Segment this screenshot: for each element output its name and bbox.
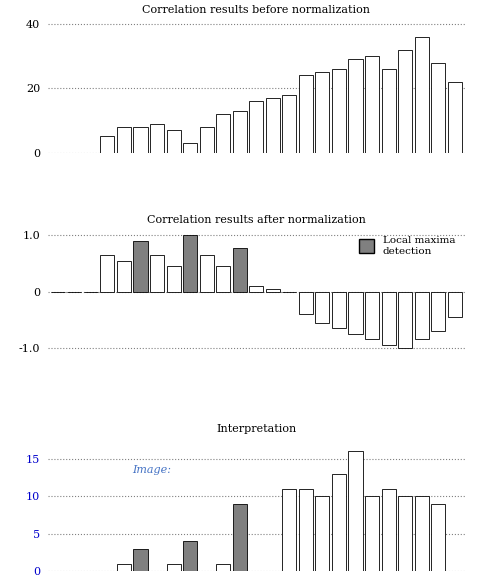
Bar — [448, 292, 462, 317]
Bar — [382, 69, 396, 153]
Bar — [216, 564, 230, 571]
Bar — [200, 127, 214, 153]
Bar — [167, 266, 181, 292]
Title: Correlation results after normalization: Correlation results after normalization — [147, 215, 365, 224]
Bar — [101, 255, 114, 292]
Bar — [150, 255, 164, 292]
Bar — [282, 94, 297, 153]
Bar — [233, 111, 247, 153]
Bar — [382, 292, 396, 345]
Bar — [382, 489, 396, 571]
Bar — [299, 292, 313, 314]
Bar — [167, 564, 181, 571]
Bar — [183, 143, 197, 153]
Bar — [431, 62, 445, 153]
Bar — [431, 504, 445, 571]
Bar — [282, 489, 297, 571]
Title: Correlation results before normalization: Correlation results before normalization — [142, 5, 370, 15]
Bar — [249, 286, 263, 292]
Bar — [134, 127, 148, 153]
Bar — [117, 564, 131, 571]
Bar — [415, 496, 429, 571]
Bar — [134, 549, 148, 571]
Bar — [448, 82, 462, 153]
Bar — [431, 292, 445, 331]
Bar — [365, 56, 379, 153]
Bar — [332, 69, 346, 153]
Bar — [117, 127, 131, 153]
Bar — [348, 59, 363, 153]
Bar — [216, 266, 230, 292]
Bar — [348, 451, 363, 571]
Bar — [415, 292, 429, 339]
Bar — [200, 255, 214, 292]
Bar — [332, 474, 346, 571]
Bar — [398, 292, 412, 348]
Bar — [233, 504, 247, 571]
Bar — [315, 292, 330, 322]
Bar — [150, 124, 164, 153]
Bar — [183, 542, 197, 571]
Bar — [299, 489, 313, 571]
Title: Interpretation: Interpretation — [216, 424, 297, 434]
Text: Image:: Image: — [132, 465, 171, 475]
Bar — [216, 114, 230, 153]
Legend: Local maxima
detection: Local maxima detection — [354, 232, 459, 260]
Bar — [117, 261, 131, 292]
Bar — [315, 496, 330, 571]
Bar — [365, 292, 379, 339]
Bar — [167, 130, 181, 153]
Bar — [398, 496, 412, 571]
Bar — [134, 241, 148, 292]
Bar — [266, 289, 280, 292]
Bar — [183, 236, 197, 292]
Bar — [332, 292, 346, 328]
Bar — [365, 496, 379, 571]
Bar — [266, 98, 280, 153]
Bar — [415, 37, 429, 153]
Bar — [315, 72, 330, 153]
Bar — [233, 248, 247, 292]
Bar — [249, 101, 263, 153]
Bar — [299, 75, 313, 153]
Bar — [101, 136, 114, 153]
Bar — [348, 292, 363, 334]
Bar — [398, 50, 412, 153]
